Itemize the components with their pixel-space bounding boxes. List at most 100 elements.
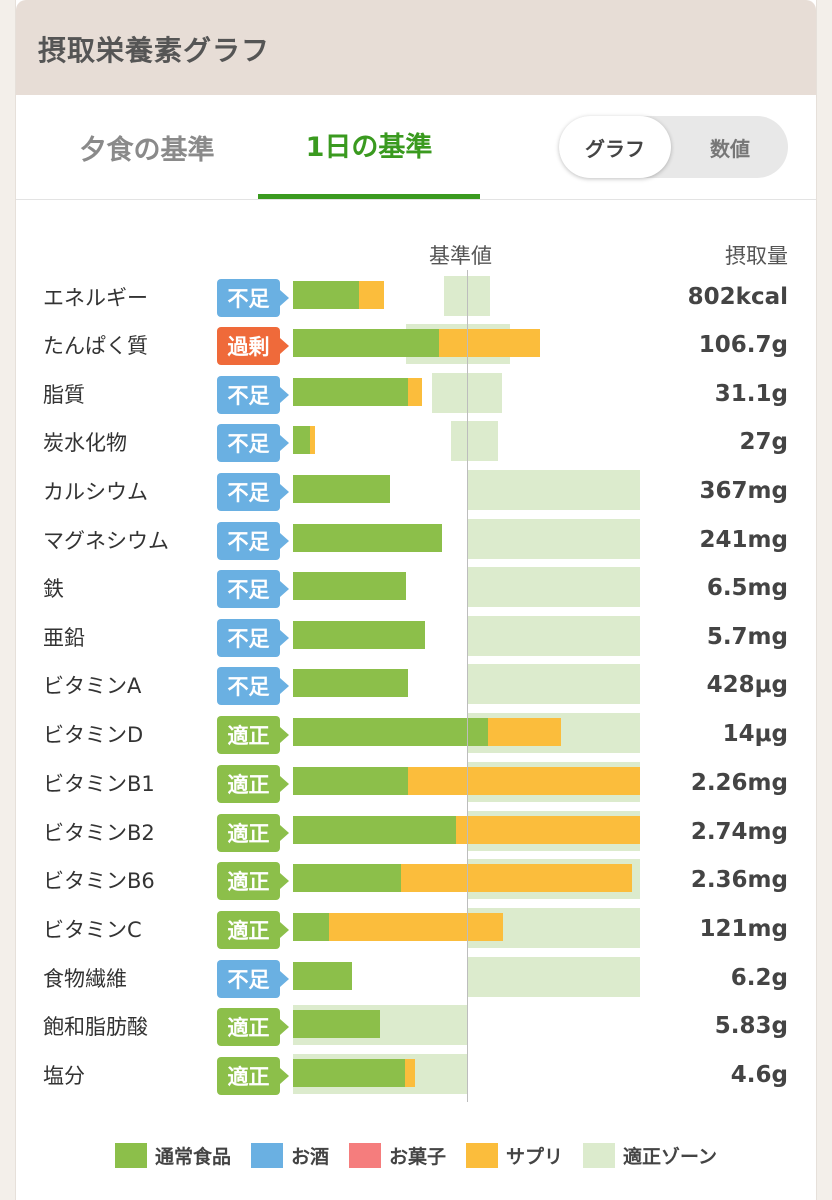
bar-segment-food (293, 1010, 380, 1038)
legend-swatch (348, 1142, 381, 1168)
status-badge: 適正 (217, 1008, 289, 1046)
card-title: 摂取栄養素グラフ (38, 34, 271, 67)
nutrient-row: 飽和脂肪酸 適正 5.83g (16, 1004, 816, 1048)
intake-value: 241mg (699, 527, 788, 553)
nutrient-name: 飽和脂肪酸 (43, 1015, 148, 1039)
bar-segment-food (293, 816, 456, 844)
bar-segment-food (293, 1059, 405, 1087)
nutrient-name: ビタミンA (43, 674, 142, 698)
intake-value: 14μg (722, 721, 788, 747)
status-badge-label: 適正 (227, 1016, 270, 1040)
bar-segment-food (293, 718, 488, 746)
intake-value: 121mg (699, 916, 788, 942)
intake-value: 4.6g (730, 1062, 788, 1088)
nutrient-name: 亜鉛 (43, 626, 85, 650)
bar-segment-supplement (401, 864, 632, 892)
nutrient-row: カルシウム 不足 367mg (16, 469, 816, 513)
legend-swatch (465, 1142, 498, 1168)
bar-segment-food (293, 281, 359, 309)
nutrient-name: 炭水化物 (43, 431, 127, 455)
bar-segment-food (293, 426, 310, 454)
nutrient-name: 食物繊維 (43, 967, 127, 991)
intake-value: 802kcal (687, 284, 788, 310)
bar-segment-supplement (405, 1059, 415, 1087)
status-badge: 不足 (217, 279, 289, 317)
status-badge-label: 適正 (227, 870, 270, 894)
legend-label: お菓子 (388, 1145, 446, 1168)
status-badge-label: 適正 (227, 919, 270, 943)
status-badge: 不足 (217, 570, 289, 608)
intake-value: 27g (739, 429, 788, 455)
nutrient-row: 塩分 適正 4.6g (16, 1053, 816, 1097)
nutrient-row: マグネシウム 不足 241mg (16, 518, 816, 562)
status-badge: 不足 (217, 424, 289, 462)
legend: 通常食品 お酒 お菓子 サプリ 適正ゾーン (16, 1140, 816, 1170)
status-badge: 過剰 (217, 327, 289, 365)
status-badge-label: 不足 (227, 530, 270, 554)
legend-item: お菓子 (348, 1142, 446, 1169)
nutrient-graph-card: 摂取栄養素グラフ 夕食の基準 1日の基準 数値 グラフ 基準値 摂取量 エネルギ… (15, 0, 817, 1200)
tab-dinner-standard[interactable]: 夕食の基準 (79, 134, 215, 166)
intake-value: 367mg (699, 478, 788, 504)
nutrient-name: ビタミンD (43, 723, 144, 747)
nutrient-row: ビタミンD 適正 14μg (16, 712, 816, 756)
toggle-numeric[interactable]: 数値 (710, 136, 750, 161)
bar-segment-food (293, 864, 401, 892)
appropriate-zone (467, 567, 640, 607)
status-badge-label: 不足 (227, 384, 270, 408)
status-badge-label: 不足 (227, 578, 270, 602)
intake-value: 5.7mg (706, 624, 788, 650)
nutrient-name: 脂質 (43, 383, 85, 407)
status-badge: 適正 (217, 911, 289, 949)
nutrient-row: 脂質 不足 31.1g (16, 372, 816, 416)
bar-segment-food (293, 767, 408, 795)
bar-segment-supplement (456, 816, 640, 844)
nutrient-row: ビタミンC 適正 121mg (16, 907, 816, 951)
legend-label: お酒 (290, 1145, 329, 1168)
status-badge-label: 不足 (227, 675, 270, 699)
nutrient-name: ビタミンB1 (43, 772, 155, 796)
status-badge: 不足 (217, 667, 289, 705)
status-badge-label: 不足 (227, 627, 270, 651)
status-badge: 適正 (217, 1057, 289, 1095)
intake-value: 2.74mg (690, 819, 788, 845)
appropriate-zone (467, 957, 640, 997)
status-badge-label: 過剰 (227, 335, 270, 359)
status-badge: 適正 (217, 814, 289, 852)
bar-segment-food (293, 475, 390, 503)
status-badge-label: 不足 (227, 432, 270, 456)
nutrient-row: 亜鉛 不足 5.7mg (16, 615, 816, 659)
bar-segment-supplement (329, 913, 503, 941)
status-badge: 不足 (217, 376, 289, 414)
intake-header: 摂取量 (725, 244, 788, 268)
legend-label: 適正ゾーン (623, 1145, 718, 1168)
status-badge-label: 不足 (227, 287, 270, 311)
status-badge-label: 適正 (227, 822, 270, 846)
view-toggle[interactable]: 数値 グラフ (559, 116, 788, 178)
nutrient-name: たんぱく質 (43, 334, 148, 358)
status-badge: 不足 (217, 522, 289, 560)
nutrient-name: 塩分 (43, 1064, 85, 1088)
toggle-graph[interactable]: グラフ (559, 116, 671, 178)
status-badge-label: 適正 (227, 1065, 270, 1089)
intake-value: 31.1g (714, 381, 788, 407)
appropriate-zone (467, 470, 640, 510)
nutrient-row: 鉄 不足 6.5mg (16, 566, 816, 610)
intake-value: 428μg (706, 672, 788, 698)
nutrient-name: ビタミンC (43, 918, 142, 942)
bar-segment-supplement (359, 281, 384, 309)
nutrient-row: 食物繊維 不足 6.2g (16, 956, 816, 1000)
tab-daily-standard[interactable]: 1日の基準 (258, 95, 480, 199)
intake-value: 6.5mg (706, 575, 788, 601)
status-badge: 適正 (217, 862, 289, 900)
nutrient-row: 炭水化物 不足 27g (16, 420, 816, 464)
nutrient-name: マグネシウム (43, 529, 169, 553)
bar-segment-supplement (488, 718, 561, 746)
tab-bar: 夕食の基準 1日の基準 数値 グラフ (16, 95, 816, 199)
status-badge: 適正 (217, 716, 289, 754)
nutrient-row: ビタミンB2 適正 2.74mg (16, 810, 816, 854)
nutrient-name: ビタミンB6 (43, 869, 155, 893)
nutrient-name: ビタミンB2 (43, 821, 155, 845)
reference-header: 基準値 (429, 244, 492, 268)
nutrient-name: 鉄 (43, 577, 64, 601)
